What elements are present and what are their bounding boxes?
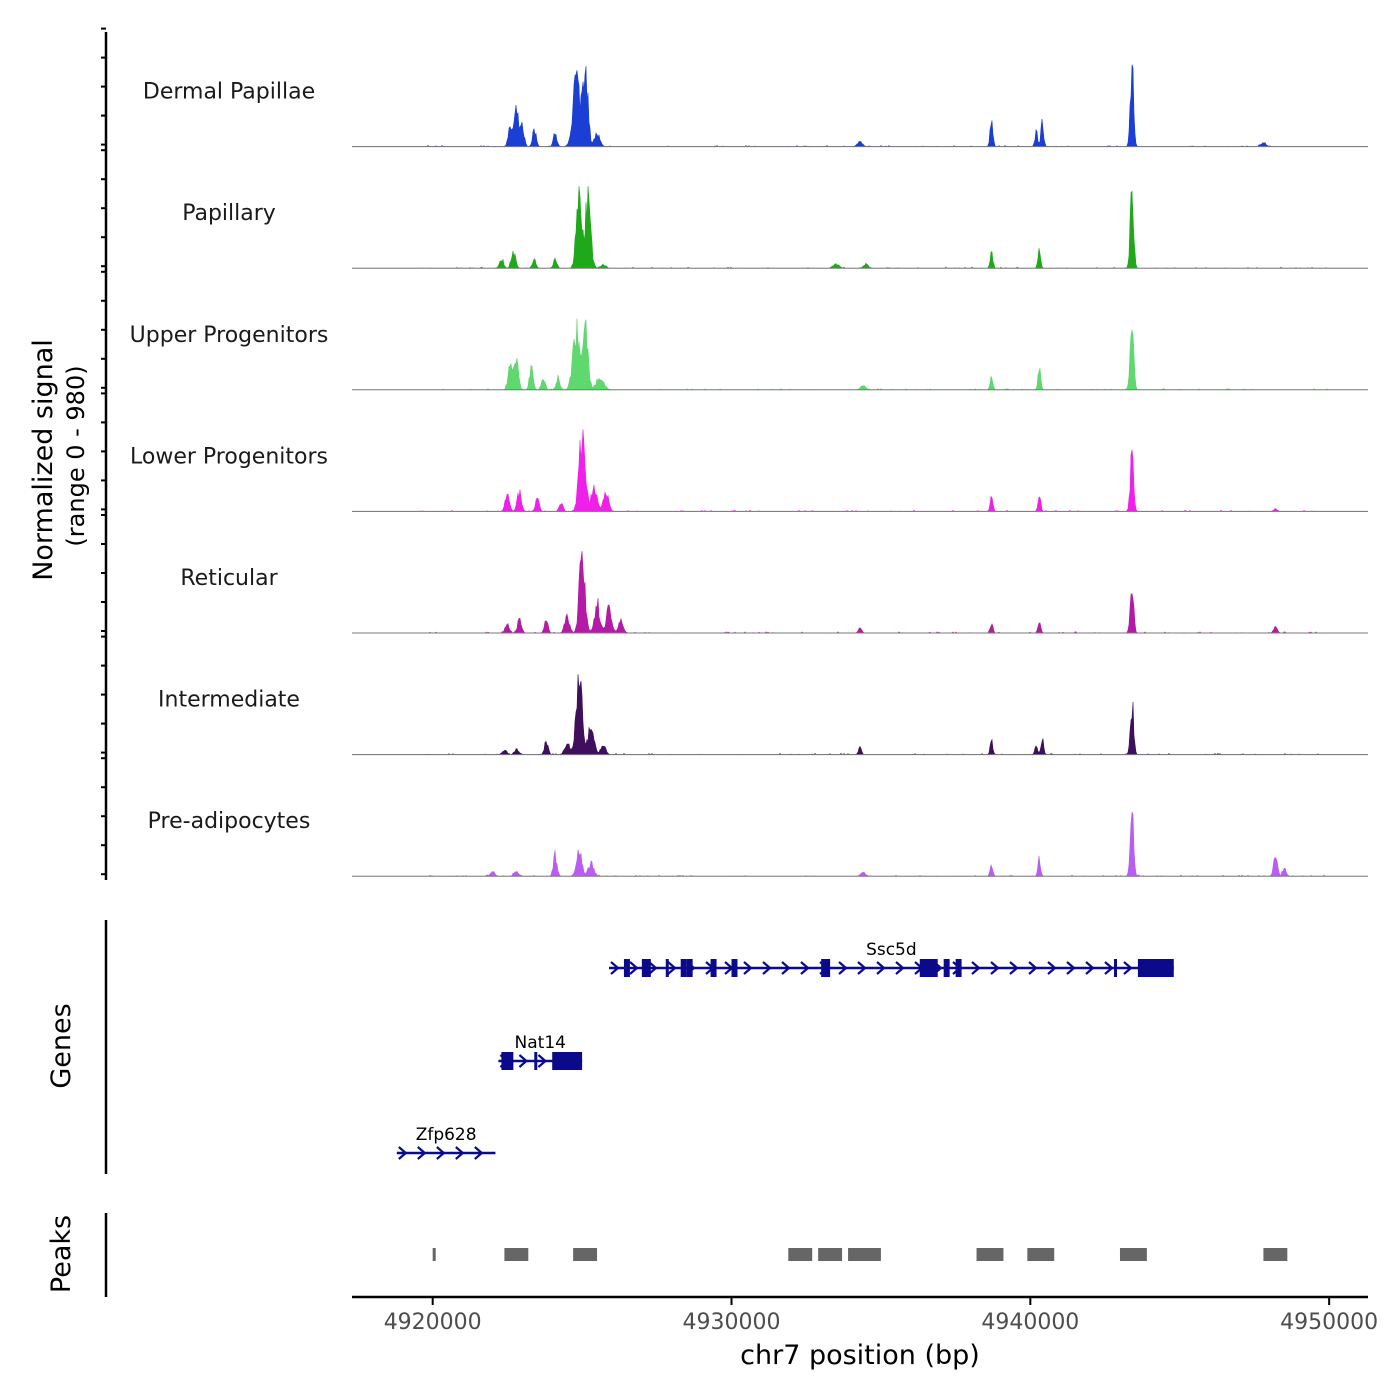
strand-arrow — [1085, 961, 1095, 975]
peak-region — [504, 1248, 529, 1261]
strand-arrow — [1104, 961, 1114, 975]
signal-tracks: Dermal Papillae Papillary Upper Progenitor… — [101, 27, 1368, 880]
strand-arrow — [455, 1146, 465, 1160]
strand-arrow — [667, 961, 677, 975]
strand-arrow — [537, 1054, 548, 1068]
strand-arrow — [474, 1146, 484, 1160]
track-label: Intermediate — [158, 688, 300, 713]
peak-region — [1263, 1248, 1288, 1261]
y-axis-label-line2: (range 0 - 980) — [62, 365, 90, 546]
strand-arrow — [1028, 961, 1038, 975]
strand-arrow — [1123, 961, 1133, 975]
peak-region — [1027, 1248, 1055, 1261]
track-2: Upper Progenitors — [101, 270, 1368, 391]
exon — [919, 959, 938, 977]
peak-region — [818, 1248, 843, 1261]
strand-arrow — [743, 961, 753, 975]
strand-arrow — [971, 961, 981, 975]
track-label: Pre-adipocytes — [148, 809, 311, 834]
peak-region — [432, 1248, 436, 1261]
peak-region — [1119, 1248, 1147, 1261]
strand-arrow — [762, 961, 772, 975]
strand-arrow — [1047, 961, 1057, 975]
gene-name: Nat14 — [515, 1033, 566, 1053]
exon — [943, 959, 950, 977]
genes-track: Genes Ssc5d Nat14 Zfp628 — [46, 920, 1174, 1174]
gene-nat14: Nat14 — [498, 1033, 583, 1070]
track-label: Papillary — [182, 201, 276, 226]
x-axis-label: chr7 position (bp) — [740, 1340, 980, 1371]
strand-arrow — [800, 961, 810, 975]
x-tick-label: 4940000 — [981, 1310, 1079, 1335]
x-tick-label: 4920000 — [384, 1310, 482, 1335]
strand-arrow — [838, 961, 848, 975]
track-label: Lower Progenitors — [130, 444, 328, 469]
x-axis: chr7 position (bp) 4920000 4930000 4940000… — [352, 1295, 1378, 1371]
strand-arrow — [417, 1146, 427, 1160]
track-label: Upper Progenitors — [130, 323, 329, 348]
exon — [955, 959, 962, 977]
exon — [1114, 959, 1117, 977]
strand-arrow — [857, 961, 867, 975]
exon — [552, 1052, 583, 1070]
genes-track-label: Genes — [46, 1003, 77, 1088]
strand-arrow — [781, 961, 791, 975]
exon — [680, 959, 687, 977]
exon — [686, 959, 693, 977]
strand-arrow — [1066, 961, 1076, 975]
exon — [665, 959, 669, 977]
signal-area — [352, 674, 1368, 756]
gene-ssc5d: Ssc5d — [608, 940, 1174, 977]
peak-region — [788, 1248, 813, 1261]
peaks-track: Peaks — [46, 1213, 1288, 1297]
track-6: Pre-adipocytes — [101, 757, 1368, 877]
track-label: Dermal Papillae — [143, 80, 315, 105]
peaks-track-label: Peaks — [46, 1215, 77, 1293]
gene-name: Zfp628 — [416, 1125, 477, 1145]
exon — [534, 1052, 538, 1070]
strand-arrow — [610, 961, 620, 975]
exon — [731, 959, 738, 977]
track-1: Papillary — [101, 149, 1368, 269]
peak-region — [573, 1248, 598, 1261]
signal-area — [352, 429, 1368, 512]
track-0: Dermal Papillae — [101, 27, 1368, 148]
gene-zfp628: Zfp628 — [396, 1125, 496, 1160]
signal-area — [352, 186, 1368, 269]
track-5: Intermediate — [101, 635, 1368, 756]
signal-area — [352, 811, 1368, 877]
exon — [641, 959, 651, 977]
strand-arrow — [398, 1146, 408, 1160]
strand-arrow — [990, 961, 1000, 975]
y-axis-label-line1: Normalized signal — [28, 339, 59, 581]
strand-arrow — [629, 961, 639, 975]
gene-name: Ssc5d — [866, 940, 917, 960]
exon — [1137, 959, 1174, 977]
exon — [821, 959, 831, 977]
track-4: Reticular — [101, 514, 1368, 634]
strand-arrow — [876, 961, 886, 975]
y-axis-label: Normalized signal (range 0 - 980) — [28, 339, 90, 581]
track-label: Reticular — [180, 566, 278, 591]
strand-arrow — [436, 1146, 446, 1160]
strand-arrow — [1009, 961, 1019, 975]
peak-region — [976, 1248, 1004, 1261]
x-tick-label: 4930000 — [683, 1310, 781, 1335]
exon — [623, 959, 630, 977]
exon — [501, 1052, 514, 1070]
peak-region — [848, 1248, 881, 1261]
strand-arrow — [518, 1054, 529, 1068]
signal-area — [352, 550, 1368, 634]
strand-arrow — [895, 961, 905, 975]
track-3: Lower Progenitors — [101, 392, 1368, 512]
signal-area — [352, 318, 1368, 391]
strand-arrow — [648, 961, 658, 975]
x-tick-label: 4950000 — [1280, 1310, 1378, 1335]
exon — [710, 959, 717, 977]
signal-area — [352, 64, 1368, 148]
